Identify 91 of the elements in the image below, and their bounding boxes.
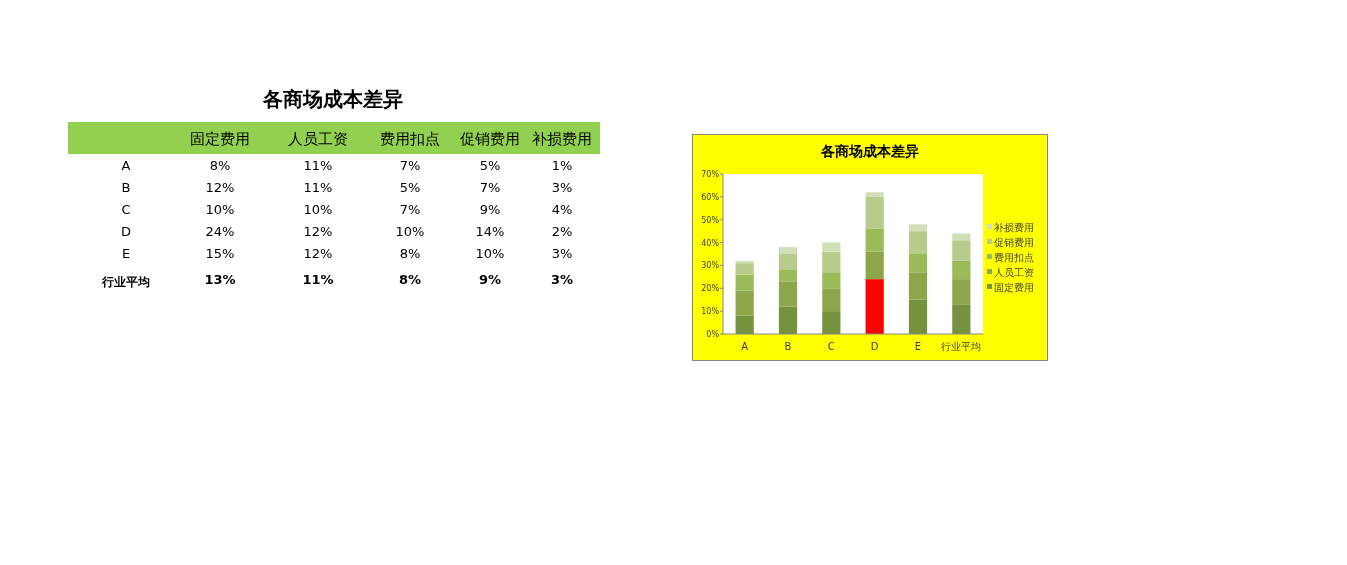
bar <box>822 251 841 273</box>
data-label: 10% <box>475 246 505 261</box>
x-tick-label: B <box>784 341 792 352</box>
x-tick-label: 促销费用 <box>460 130 520 148</box>
data-label: 3% <box>550 272 574 287</box>
chart-title: 各商场成本差异 <box>262 87 403 111</box>
bar <box>952 233 971 241</box>
x-tick-label: 行业平均 <box>941 341 982 352</box>
data-label: 13% <box>204 272 236 287</box>
x-tick-label: 补损费用 <box>532 130 592 148</box>
data-label: 3% <box>551 246 573 261</box>
data-label: 12% <box>303 246 333 261</box>
data-label: 4% <box>551 202 573 217</box>
bar <box>778 306 798 334</box>
bar <box>952 279 971 305</box>
data-label: 5% <box>399 180 421 195</box>
data-label: 7% <box>399 202 421 217</box>
data-label: 7% <box>479 180 501 195</box>
bar <box>952 260 971 280</box>
bar <box>865 196 884 229</box>
bar <box>952 304 971 334</box>
y-tick-label: 50% <box>701 215 720 225</box>
bar <box>908 299 928 334</box>
bar <box>778 247 798 254</box>
data-label: 11% <box>303 180 333 195</box>
data-label: 15% <box>205 246 235 261</box>
data-label: 1% <box>551 158 573 173</box>
bar <box>778 270 798 282</box>
data-label: 11% <box>302 272 334 287</box>
data-label: 12% <box>205 180 235 195</box>
data-label: 7% <box>399 158 421 173</box>
bar <box>865 251 884 280</box>
data-label: 3% <box>551 180 573 195</box>
data-label: 9% <box>478 272 502 287</box>
data-label: 2% <box>551 224 573 239</box>
bar <box>822 272 841 289</box>
bar <box>735 315 754 334</box>
y-tick-label: D <box>120 224 132 239</box>
bar <box>778 254 798 270</box>
x-tick-label: E <box>914 341 922 352</box>
bar <box>865 192 884 197</box>
bar <box>822 242 841 252</box>
bar <box>952 240 971 261</box>
bar <box>908 254 928 273</box>
bar <box>822 288 841 312</box>
data-label: 10% <box>205 202 235 217</box>
y-tick-label: A <box>121 158 131 173</box>
bar <box>778 281 798 307</box>
data-label: 8% <box>398 272 422 287</box>
y-tick-label: 30% <box>701 261 720 271</box>
y-tick-label: C <box>121 202 131 217</box>
data-label: 10% <box>395 224 425 239</box>
x-tick-label: 费用扣点 <box>380 130 440 148</box>
data-label: 24% <box>205 224 235 239</box>
x-tick-label: 人员工资 <box>288 130 348 148</box>
legend-label: 费用扣点 <box>994 252 1034 263</box>
x-tick-label: A <box>741 341 749 352</box>
bar <box>735 263 754 275</box>
bar <box>865 228 884 252</box>
chart-title: 各商场成本差异 <box>820 143 919 159</box>
y-tick-label: B <box>121 180 131 195</box>
data-label: 9% <box>479 202 501 217</box>
x-tick-label: D <box>870 341 879 352</box>
legend-label: 人员工资 <box>994 267 1034 278</box>
data-label: 10% <box>303 202 333 217</box>
y-tick-label: 60% <box>701 192 720 202</box>
data-label: 8% <box>399 246 421 261</box>
bar <box>735 290 754 316</box>
y-tick-label: 10% <box>701 307 720 317</box>
x-tick-label: 固定费用 <box>190 130 250 148</box>
bar <box>822 311 841 334</box>
data-label: 8% <box>209 158 231 173</box>
data-label: 12% <box>303 224 333 239</box>
legend-label: 促销费用 <box>994 237 1034 248</box>
y-tick-label: E <box>121 246 131 261</box>
legend-label: 固定费用 <box>994 282 1034 293</box>
bar <box>908 272 928 300</box>
bar <box>908 224 928 232</box>
y-tick-label: 20% <box>701 284 720 294</box>
bar <box>908 231 928 254</box>
legend-label: 补损费用 <box>994 222 1034 233</box>
bar <box>735 274 754 291</box>
y-tick-label: 行业平均 <box>101 275 150 289</box>
bar <box>865 279 884 334</box>
data-label: 14% <box>475 224 505 239</box>
data-label: 5% <box>479 158 501 173</box>
y-tick-label: 70% <box>701 170 720 179</box>
y-tick-label: 40% <box>701 238 720 248</box>
data-label: 11% <box>303 158 333 173</box>
y-tick-label: 0% <box>706 330 720 339</box>
x-tick-label: C <box>827 341 835 352</box>
